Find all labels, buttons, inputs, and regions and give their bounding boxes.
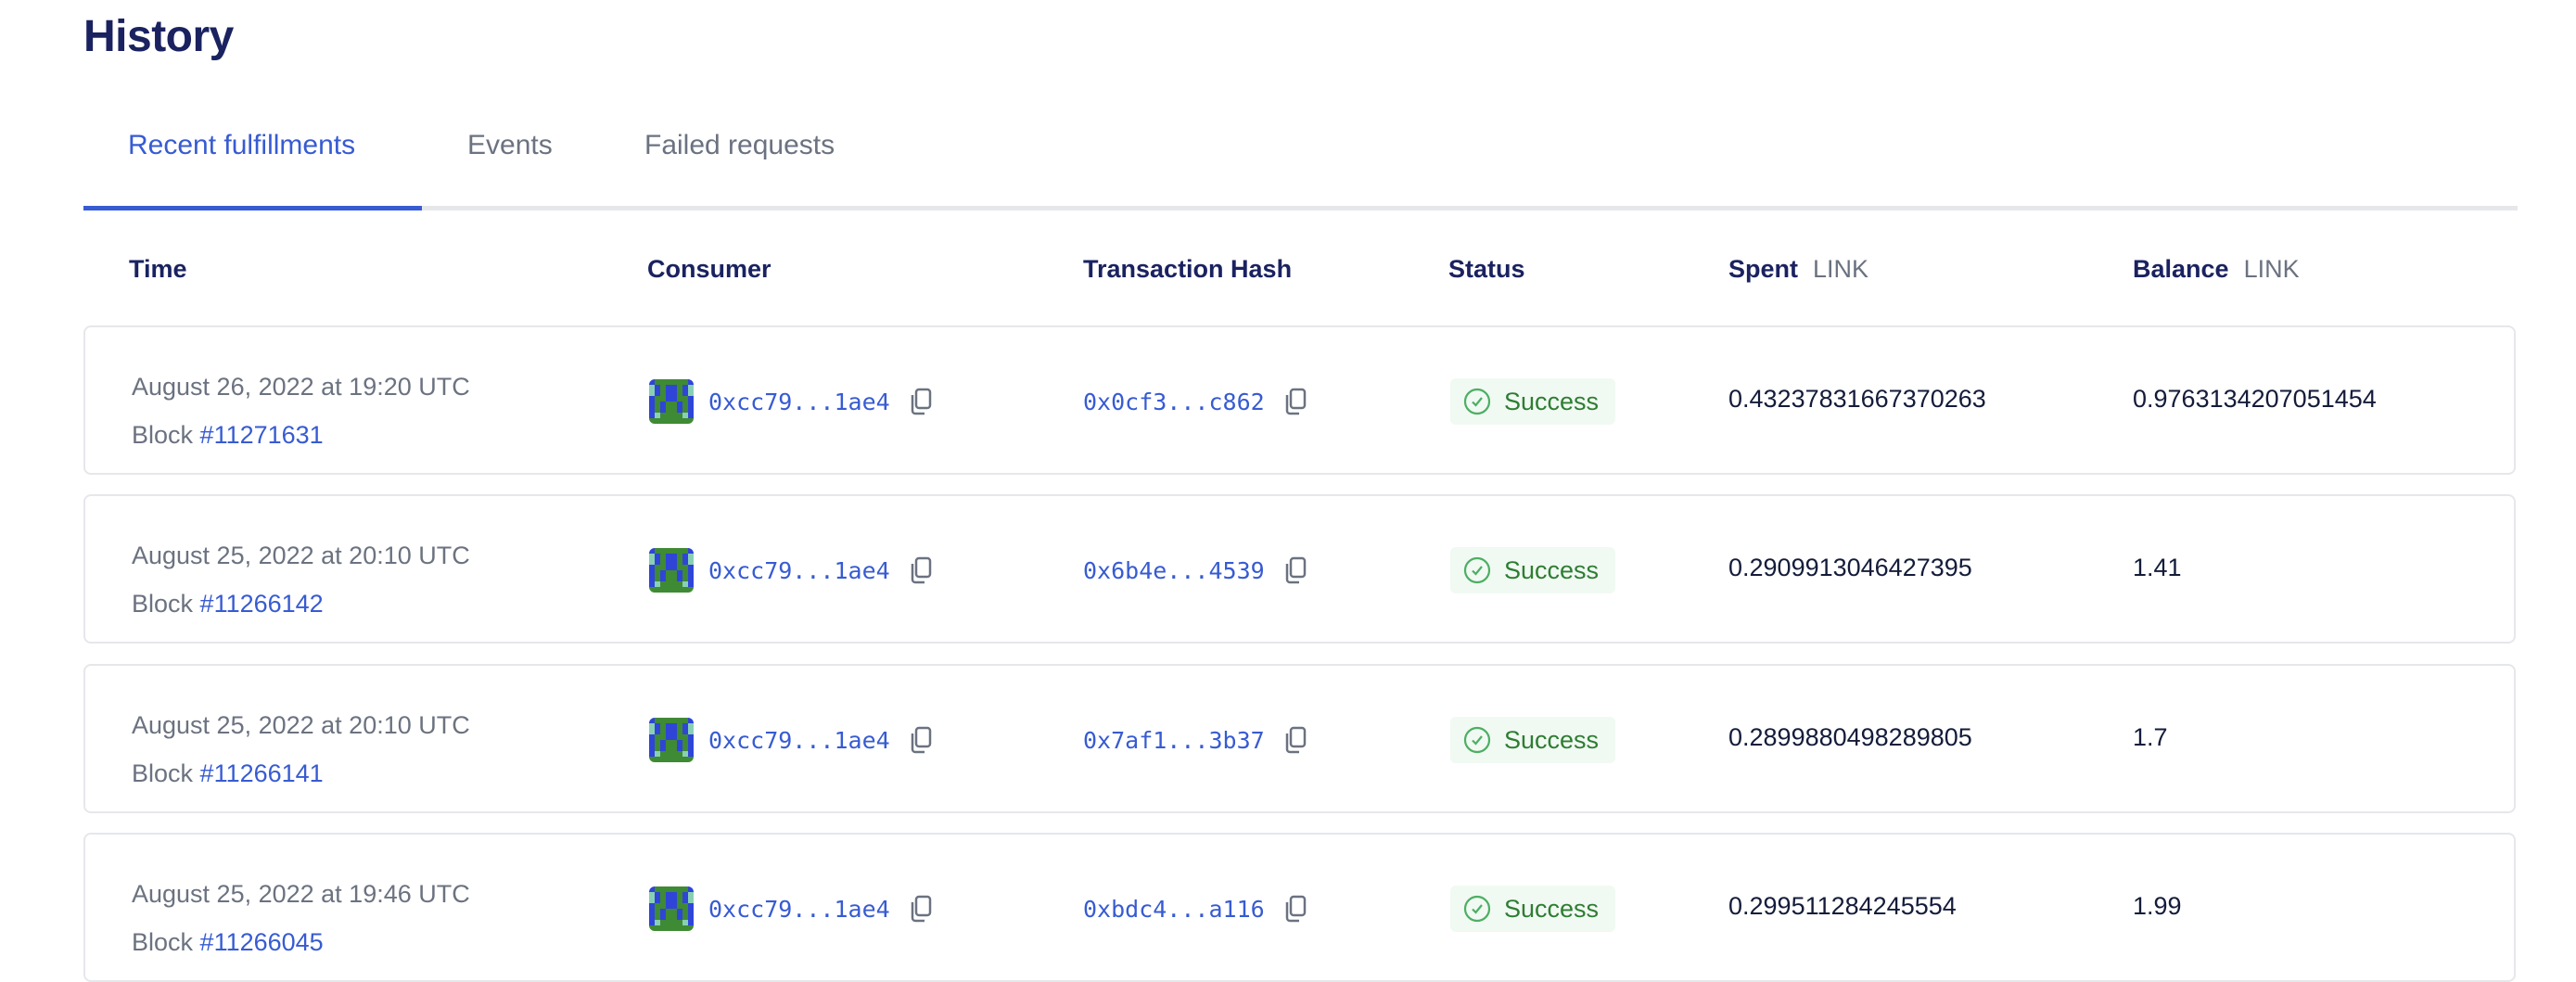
status-badge: Success bbox=[1450, 378, 1616, 425]
spent-value: 0.299511284245554 bbox=[1728, 892, 1957, 920]
copy-icon[interactable] bbox=[909, 895, 933, 923]
consumer-cell: 0xcc79...1ae4 bbox=[649, 379, 933, 424]
column-header-status: Status bbox=[1448, 255, 1525, 283]
balance-value: 1.99 bbox=[2133, 892, 2182, 920]
table-row: August 25, 2022 at 20:10 UTC Block #1126… bbox=[83, 494, 2516, 644]
column-header-time: Time bbox=[129, 255, 187, 283]
transaction-hash-cell: 0xbdc4...a116 bbox=[1083, 886, 1307, 931]
column-header-consumer: Consumer bbox=[647, 255, 772, 283]
block-label: Block bbox=[132, 928, 194, 956]
column-header-balance: Balance LINK bbox=[2133, 255, 2300, 284]
transaction-hash-cell: 0x7af1...3b37 bbox=[1083, 718, 1307, 762]
block-label: Block bbox=[132, 759, 194, 787]
time-cell: August 25, 2022 at 20:10 UTC Block #1126… bbox=[132, 531, 470, 628]
column-header-transaction-hash: Transaction Hash bbox=[1083, 255, 1293, 283]
consumer-avatar-icon bbox=[649, 379, 694, 424]
check-circle-icon bbox=[1463, 388, 1491, 415]
tab-recent-fulfillments[interactable]: Recent fulfillments bbox=[128, 130, 356, 160]
active-tab-indicator bbox=[83, 206, 422, 210]
transaction-hash-link[interactable]: 0x6b4e...4539 bbox=[1083, 556, 1265, 584]
block-link[interactable]: #11271631 bbox=[199, 421, 324, 449]
spent-value: 0.43237831667370263 bbox=[1728, 385, 1986, 413]
spent-value: 0.2909913046427395 bbox=[1728, 554, 1972, 581]
block-link[interactable]: #11266045 bbox=[199, 928, 324, 956]
consumer-cell: 0xcc79...1ae4 bbox=[649, 886, 933, 931]
copy-icon[interactable] bbox=[1283, 726, 1307, 754]
balance-value: 0.9763134207051454 bbox=[2133, 385, 2377, 413]
page-title: History bbox=[83, 12, 234, 61]
consumer-address-link[interactable]: 0xcc79...1ae4 bbox=[708, 556, 890, 584]
spent-unit: LINK bbox=[1813, 255, 1869, 283]
column-header-spent: Spent LINK bbox=[1728, 255, 1868, 284]
spent-value: 0.2899880498289805 bbox=[1728, 723, 1972, 751]
transaction-hash-link[interactable]: 0xbdc4...a116 bbox=[1083, 895, 1265, 923]
consumer-address-link[interactable]: 0xcc79...1ae4 bbox=[708, 388, 890, 415]
status-badge: Success bbox=[1450, 547, 1616, 593]
history-tabs: Recent fulfillments Events Failed reques… bbox=[83, 121, 2518, 210]
balance-label: Balance bbox=[2133, 255, 2229, 283]
table-row: August 25, 2022 at 20:10 UTC Block #1126… bbox=[83, 664, 2516, 813]
copy-icon[interactable] bbox=[1283, 556, 1307, 584]
consumer-cell: 0xcc79...1ae4 bbox=[649, 548, 933, 593]
transaction-hash-link[interactable]: 0x7af1...3b37 bbox=[1083, 726, 1265, 754]
transaction-hash-cell: 0x0cf3...c862 bbox=[1083, 379, 1307, 424]
status-badge: Success bbox=[1450, 886, 1616, 932]
copy-icon[interactable] bbox=[909, 556, 933, 584]
timestamp: August 26, 2022 at 19:20 UTC bbox=[132, 373, 470, 401]
block-label: Block bbox=[132, 590, 194, 618]
balance-value: 1.41 bbox=[2133, 554, 2182, 581]
block-link[interactable]: #11266141 bbox=[199, 759, 324, 787]
status-text: Success bbox=[1504, 387, 1600, 415]
transaction-hash-cell: 0x6b4e...4539 bbox=[1083, 548, 1307, 593]
time-cell: August 26, 2022 at 19:20 UTC Block #1127… bbox=[132, 363, 470, 459]
consumer-address-link[interactable]: 0xcc79...1ae4 bbox=[708, 726, 890, 754]
check-circle-icon bbox=[1463, 726, 1491, 754]
spent-label: Spent bbox=[1728, 255, 1799, 283]
timestamp: August 25, 2022 at 19:46 UTC bbox=[132, 880, 470, 908]
time-cell: August 25, 2022 at 19:46 UTC Block #1126… bbox=[132, 870, 470, 966]
block-label: Block bbox=[132, 421, 194, 449]
consumer-cell: 0xcc79...1ae4 bbox=[649, 718, 933, 762]
block-link[interactable]: #11266142 bbox=[199, 590, 324, 618]
copy-icon[interactable] bbox=[1283, 388, 1307, 415]
check-circle-icon bbox=[1463, 556, 1491, 584]
table-row: August 26, 2022 at 19:20 UTC Block #1127… bbox=[83, 325, 2516, 475]
consumer-avatar-icon bbox=[649, 548, 694, 593]
status-text: Success bbox=[1504, 894, 1600, 923]
time-cell: August 25, 2022 at 20:10 UTC Block #1126… bbox=[132, 701, 470, 797]
transaction-hash-link[interactable]: 0x0cf3...c862 bbox=[1083, 388, 1265, 415]
check-circle-icon bbox=[1463, 895, 1491, 923]
status-text: Success bbox=[1504, 725, 1600, 754]
timestamp: August 25, 2022 at 20:10 UTC bbox=[132, 542, 470, 569]
timestamp: August 25, 2022 at 20:10 UTC bbox=[132, 711, 470, 739]
consumer-avatar-icon bbox=[649, 718, 694, 762]
copy-icon[interactable] bbox=[909, 388, 933, 415]
consumer-address-link[interactable]: 0xcc79...1ae4 bbox=[708, 895, 890, 923]
balance-unit: LINK bbox=[2243, 255, 2300, 283]
copy-icon[interactable] bbox=[1283, 895, 1307, 923]
copy-icon[interactable] bbox=[909, 726, 933, 754]
tab-events[interactable]: Events bbox=[467, 130, 553, 160]
status-text: Success bbox=[1504, 555, 1600, 584]
table-row: August 25, 2022 at 19:46 UTC Block #1126… bbox=[83, 833, 2516, 982]
consumer-avatar-icon bbox=[649, 886, 694, 931]
tab-failed-requests[interactable]: Failed requests bbox=[644, 130, 835, 160]
status-badge: Success bbox=[1450, 717, 1616, 763]
balance-value: 1.7 bbox=[2133, 723, 2168, 751]
